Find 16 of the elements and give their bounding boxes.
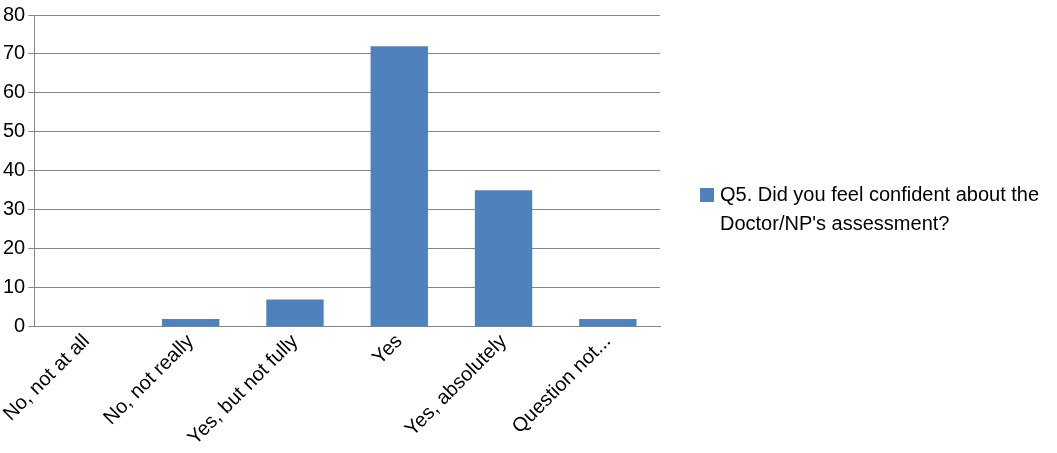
bar [266,299,324,327]
y-tick-label: 40 [3,158,26,181]
legend-label: Q5. Did you feel confident about the Doctor/NP's assessment? [720,182,1041,236]
y-tick-label: 10 [3,275,26,298]
x-tick-label: Yes [367,329,406,369]
y-tick-label: 60 [3,80,26,103]
y-tick-label: 80 [3,2,26,25]
y-tick-label: 0 [14,314,26,337]
y-tick-label: 50 [3,119,26,142]
y-tick-label: 20 [3,236,26,259]
y-tick-label: 30 [3,197,26,220]
bar [370,46,428,327]
bar [474,190,533,327]
y-tick-label: 70 [3,41,26,64]
bar [579,318,637,327]
bar [162,318,220,327]
